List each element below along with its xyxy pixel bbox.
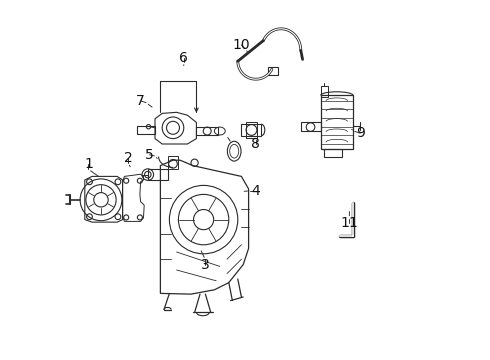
Text: 7: 7 bbox=[136, 94, 145, 108]
Bar bbox=[320, 95, 353, 149]
Text: 5: 5 bbox=[145, 148, 154, 162]
Text: 8: 8 bbox=[251, 137, 260, 151]
Text: 10: 10 bbox=[233, 38, 250, 52]
Text: 6: 6 bbox=[179, 51, 188, 64]
Bar bbox=[242, 124, 261, 136]
Text: 1: 1 bbox=[84, 157, 93, 171]
Text: 3: 3 bbox=[201, 258, 210, 271]
Bar bbox=[324, 149, 342, 157]
Text: 11: 11 bbox=[341, 216, 358, 230]
Text: 9: 9 bbox=[356, 126, 365, 140]
Bar bbox=[196, 127, 218, 135]
Text: 2: 2 bbox=[123, 152, 132, 165]
Bar bbox=[246, 122, 257, 138]
Text: 4: 4 bbox=[251, 184, 260, 198]
Bar bbox=[137, 126, 155, 134]
Bar bbox=[268, 67, 278, 75]
Bar bbox=[148, 169, 168, 180]
Bar bbox=[168, 156, 178, 169]
Bar bbox=[301, 122, 320, 131]
